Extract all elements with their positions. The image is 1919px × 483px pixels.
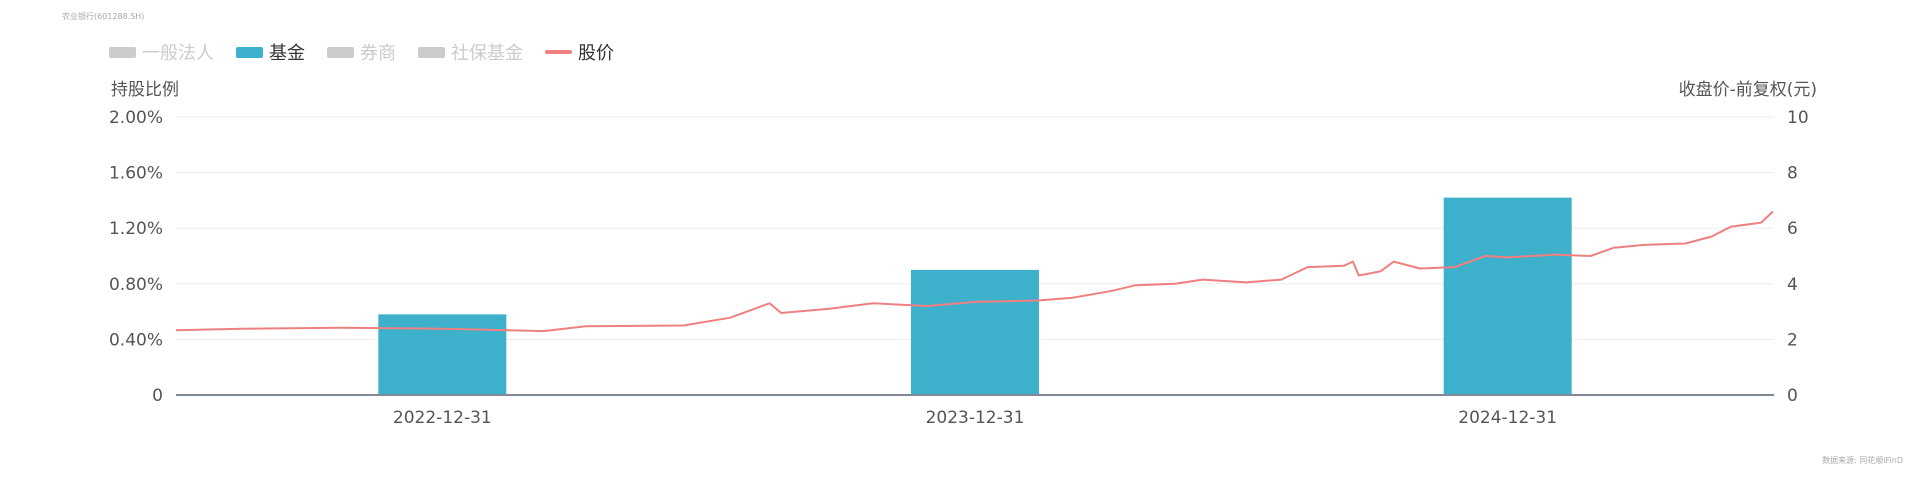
y-left-tick-label: 2.00%	[109, 108, 163, 128]
y-left-tick-label: 0.40%	[109, 330, 163, 350]
legend-label: 基金	[269, 43, 305, 64]
legend-item-price[interactable]: 股价	[545, 39, 614, 65]
x-tick-label: 2024-12-31	[1458, 408, 1557, 428]
security-title: 农业银行(601288.SH)	[62, 12, 145, 21]
bar-fund	[911, 269, 1039, 395]
legend-label: 社保基金	[451, 43, 523, 64]
y-left-tick-label: 0.80%	[109, 275, 163, 295]
y-right-tick-label: 4	[1787, 275, 1798, 295]
y-left-tick-label: 1.60%	[109, 164, 163, 184]
legend-line-swatch	[545, 50, 572, 54]
legend-swatch	[109, 46, 136, 58]
y-right-tick-label: 6	[1787, 219, 1798, 239]
legend: 一般法人 基金 券商 社保基金 股价	[109, 40, 614, 64]
legend-swatch	[327, 46, 354, 58]
y-left-tick-label: 0	[152, 386, 163, 406]
legend-item-broker[interactable]: 券商	[327, 39, 396, 65]
bar-fund	[1443, 197, 1572, 395]
y-right-tick-label: 2	[1787, 330, 1798, 350]
y-left-tick-label: 1.20%	[109, 219, 163, 239]
legend-item-general-corp[interactable]: 一般法人	[109, 39, 214, 65]
price-line	[175, 210, 1774, 333]
legend-item-fund[interactable]: 基金	[236, 39, 305, 65]
legend-item-social-security[interactable]: 社保基金	[418, 39, 523, 65]
y-right-tick-label: 0	[1787, 386, 1798, 406]
y-right-tick-label: 8	[1787, 164, 1798, 184]
legend-swatch	[236, 46, 263, 58]
legend-label: 一般法人	[142, 43, 214, 64]
x-tick-label: 2022-12-31	[393, 408, 492, 428]
y-right-axis-title: 收盘价-前复权(元)	[1678, 80, 1817, 100]
legend-label: 股价	[578, 43, 614, 64]
x-tick-label: 2023-12-31	[926, 408, 1025, 428]
bar-fund	[378, 314, 507, 395]
data-source: 数据来源: 同花顺iFinD	[1822, 456, 1903, 465]
y-left-axis-title: 持股比例	[111, 80, 179, 100]
legend-swatch	[418, 46, 445, 58]
legend-label: 券商	[360, 43, 396, 64]
y-right-tick-label: 10	[1787, 108, 1809, 128]
